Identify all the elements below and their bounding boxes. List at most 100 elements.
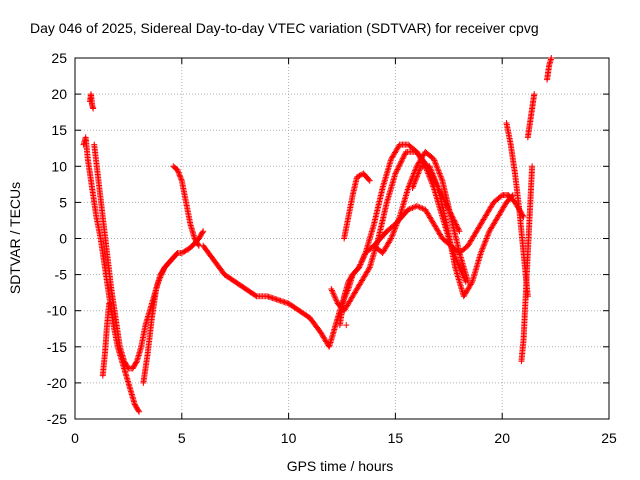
- data-point: [428, 167, 435, 174]
- data-point: [328, 286, 335, 293]
- data-point: [520, 213, 527, 220]
- data-point: [434, 183, 441, 190]
- data-point: [366, 177, 373, 184]
- data-point: [365, 265, 372, 272]
- data-point: [468, 280, 475, 287]
- data-point: [176, 172, 183, 179]
- data-point: [437, 173, 444, 180]
- data-point: [431, 157, 438, 164]
- data-point: [389, 231, 396, 238]
- data-point: [414, 173, 421, 180]
- data-point: [390, 228, 397, 235]
- data-point: [429, 170, 436, 177]
- data-point: [399, 155, 406, 162]
- data-point: [176, 170, 183, 177]
- data-point: [396, 215, 403, 222]
- data-point: [175, 169, 182, 176]
- data-point: [394, 219, 401, 226]
- data-point: [397, 159, 404, 166]
- x-tick-label: 0: [71, 430, 79, 446]
- data-point: [389, 232, 396, 239]
- data-point: [428, 169, 435, 176]
- data-point: [508, 193, 515, 200]
- data-point: [200, 228, 207, 235]
- data-point: [400, 154, 407, 161]
- data-point: [416, 204, 423, 211]
- tick-labels: 0 5 10 15 20 25 -25 -20 -15 -10 -5 0 5 10 15 20 25: [47, 50, 617, 446]
- data-point: [477, 249, 484, 256]
- data-point: [418, 204, 425, 211]
- data-point: [178, 249, 185, 256]
- data-point: [393, 169, 400, 176]
- data-point: [435, 169, 442, 176]
- data-point: [392, 225, 399, 232]
- data-point: [438, 176, 445, 183]
- data-point: [174, 166, 181, 173]
- data-point: [483, 235, 490, 242]
- data-point: [409, 204, 416, 211]
- y-tick-label: -25: [47, 411, 67, 427]
- data-point: [252, 292, 259, 299]
- series-arc-f: [170, 163, 202, 249]
- data-point: [427, 166, 434, 173]
- data-point: [413, 203, 420, 210]
- series-arc-b: [86, 91, 97, 112]
- y-tick-label: -20: [47, 375, 67, 391]
- data-point: [133, 359, 140, 366]
- data-point: [365, 176, 372, 183]
- data-points: [80, 55, 555, 415]
- data-point: [456, 228, 463, 235]
- data-point: [177, 173, 184, 180]
- data-point: [393, 167, 400, 174]
- data-point: [481, 239, 488, 246]
- data-point: [437, 171, 444, 178]
- data-point: [390, 229, 397, 236]
- data-point: [401, 151, 408, 158]
- data-point: [410, 204, 417, 211]
- data-point: [353, 174, 360, 181]
- series-arc-n: [518, 163, 536, 365]
- series-arc-e: [140, 228, 207, 386]
- x-tick-label: 15: [388, 430, 404, 446]
- data-point: [432, 177, 439, 184]
- series-arc-k: [371, 148, 472, 285]
- data-point: [329, 288, 336, 295]
- data-point: [395, 216, 402, 223]
- y-tick-label: 20: [51, 86, 67, 102]
- x-tick-label: 10: [281, 430, 297, 446]
- data-point: [485, 231, 492, 238]
- data-point: [415, 203, 422, 210]
- data-point: [531, 91, 538, 98]
- data-point: [436, 170, 443, 177]
- data-point: [431, 176, 438, 183]
- data-point: [333, 297, 340, 304]
- data-point: [416, 167, 423, 174]
- data-point: [484, 232, 491, 239]
- data-point: [410, 183, 417, 190]
- axes: [74, 57, 610, 420]
- y-tick-label: 25: [51, 50, 67, 66]
- data-point: [395, 165, 402, 172]
- data-point: [399, 156, 406, 163]
- data-point: [356, 264, 363, 271]
- data-point: [396, 162, 403, 169]
- data-point: [391, 226, 398, 233]
- data-point: [180, 249, 187, 256]
- data-point: [393, 221, 400, 228]
- data-point: [332, 296, 339, 303]
- data-point: [481, 241, 488, 248]
- y-axis-label: SDTVAR / TECUs: [7, 182, 23, 294]
- series-arc-g: [200, 192, 527, 350]
- chart-title: Day 046 of 2025, Sidereal Day-to-day VTE…: [30, 20, 539, 36]
- data-point: [482, 238, 489, 245]
- data-point: [398, 158, 405, 165]
- y-tick-label: 15: [51, 122, 67, 138]
- data-point: [434, 166, 441, 173]
- data-point: [356, 172, 363, 179]
- data-point: [438, 174, 445, 181]
- data-point: [415, 170, 422, 177]
- data-point: [199, 229, 206, 236]
- data-point: [479, 245, 486, 252]
- data-point: [358, 260, 365, 267]
- data-point: [388, 235, 395, 242]
